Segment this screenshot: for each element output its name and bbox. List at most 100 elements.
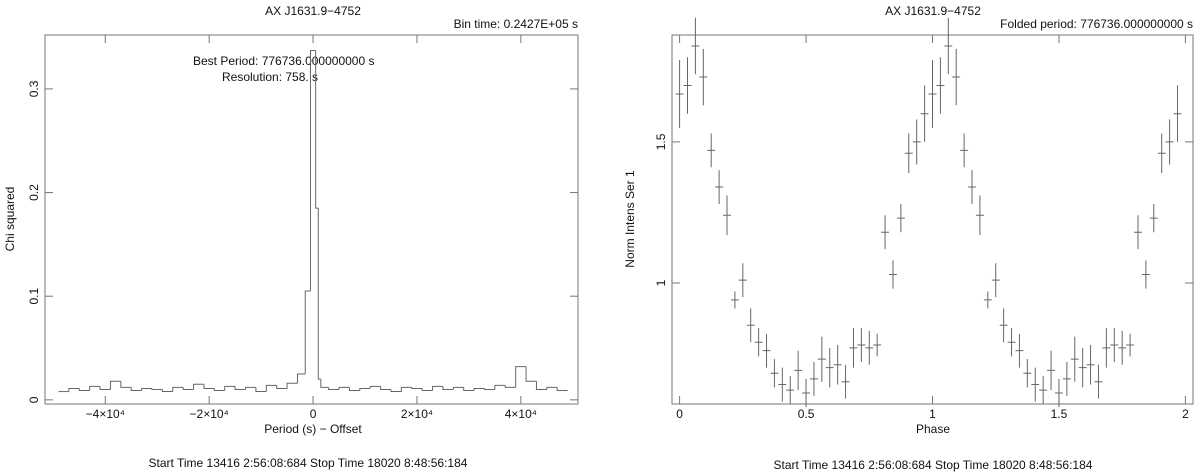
histogram-step	[483, 388, 495, 390]
annotation: Resolution: 758. s	[222, 70, 318, 84]
error-bar	[723, 195, 731, 236]
error-bar	[1015, 333, 1024, 368]
error-bar	[1023, 359, 1032, 388]
error-bar	[896, 203, 905, 233]
histogram-step	[68, 387, 80, 392]
x-tick-label: −2×10⁴	[190, 407, 229, 421]
error-bar	[1070, 336, 1079, 382]
histogram-step	[161, 389, 173, 393]
histogram-step	[99, 386, 111, 390]
histogram-step	[203, 384, 215, 389]
error-bar	[936, 57, 945, 114]
error-bar	[1086, 345, 1095, 385]
histogram-step	[473, 387, 485, 391]
error-bar	[1078, 347, 1087, 388]
error-bar	[1110, 328, 1119, 362]
error-bar	[1141, 260, 1150, 289]
error-bar	[920, 85, 929, 142]
histogram-step	[245, 386, 256, 390]
error-bar	[881, 215, 890, 250]
x-tick-label: 0.5	[798, 407, 815, 421]
y-tick-label: 0	[27, 396, 41, 403]
error-bar	[707, 133, 716, 168]
error-bar	[699, 48, 708, 106]
histogram-step	[546, 386, 558, 390]
histogram-step	[130, 387, 142, 392]
error-bar	[1149, 203, 1158, 233]
error-bar	[1173, 85, 1182, 142]
histogram-step	[78, 388, 90, 392]
error-bar	[983, 291, 992, 309]
x-tick-label: 2	[1182, 407, 1189, 421]
histogram-step	[109, 380, 121, 390]
y-axis-label: Norm Intens Ser 1	[623, 170, 637, 268]
histogram-step	[442, 386, 454, 390]
histogram-step	[304, 290, 311, 374]
y-tick-label: 0.3	[27, 80, 41, 97]
error-bar	[1007, 328, 1016, 357]
error-bar	[738, 263, 747, 298]
histogram-step	[213, 388, 225, 392]
error-bar	[754, 328, 763, 357]
histogram-step	[328, 387, 340, 390]
histogram-step	[535, 381, 547, 390]
error-bar	[928, 60, 937, 128]
error-bar	[746, 308, 755, 343]
histogram-step	[515, 366, 527, 388]
error-bar	[825, 347, 834, 388]
error-bar	[1031, 367, 1040, 402]
y-tick-label: 1.5	[654, 133, 668, 150]
error-bar	[1102, 328, 1111, 368]
chart-title: AX J1631.9−4752	[265, 4, 361, 18]
histogram-step	[151, 388, 163, 390]
histogram-step	[359, 387, 371, 391]
histogram-step	[421, 388, 433, 392]
error-bar	[1126, 333, 1135, 357]
error-bar	[786, 376, 795, 405]
error-bar	[770, 359, 779, 388]
histogram-step	[400, 386, 412, 392]
bin-time: Bin time: 0.2427E+05 s	[454, 17, 578, 31]
error-bar	[1157, 133, 1166, 173]
error-bar	[904, 133, 913, 173]
error-bar	[762, 333, 771, 368]
x-tick-label: 0	[310, 407, 317, 421]
error-bar	[778, 367, 787, 402]
histogram-step	[504, 385, 516, 388]
error-bar	[912, 119, 921, 165]
error-bar	[975, 195, 984, 236]
x-tick-label: 0	[676, 407, 683, 421]
histogram-step	[172, 386, 184, 392]
error-bar	[960, 133, 969, 168]
histogram-step	[265, 384, 277, 392]
error-bar	[802, 378, 810, 408]
error-bar	[715, 170, 724, 204]
error-bar	[889, 260, 897, 289]
histogram-step	[141, 387, 153, 391]
error-bar	[857, 328, 866, 362]
histogram-step	[315, 50, 319, 209]
error-bar	[675, 60, 684, 128]
footer: Start Time 13416 2:56:08:684 Stop Time 1…	[149, 456, 468, 470]
error-bar	[849, 328, 858, 368]
error-bar	[833, 345, 842, 385]
error-bar	[991, 263, 1000, 298]
error-bar	[1165, 119, 1174, 165]
error-bar	[730, 291, 739, 309]
histogram-step	[369, 385, 381, 389]
histogram-step	[317, 208, 321, 380]
error-bar	[1134, 215, 1142, 250]
error-bar	[841, 364, 850, 399]
x-tick-label: 4×10⁴	[505, 407, 537, 421]
x-axis-label: Period (s) − Offset	[264, 422, 362, 436]
histogram-step	[182, 387, 194, 390]
histogram-step	[309, 50, 316, 292]
histogram-step	[452, 386, 464, 390]
error-bar	[817, 336, 826, 382]
x-axis-label: Phase	[916, 422, 950, 436]
error-bar	[999, 308, 1008, 343]
plot-frame	[44, 34, 579, 405]
histogram-step	[390, 389, 402, 393]
annotation: Best Period: 776736.000000000 s	[193, 54, 374, 68]
